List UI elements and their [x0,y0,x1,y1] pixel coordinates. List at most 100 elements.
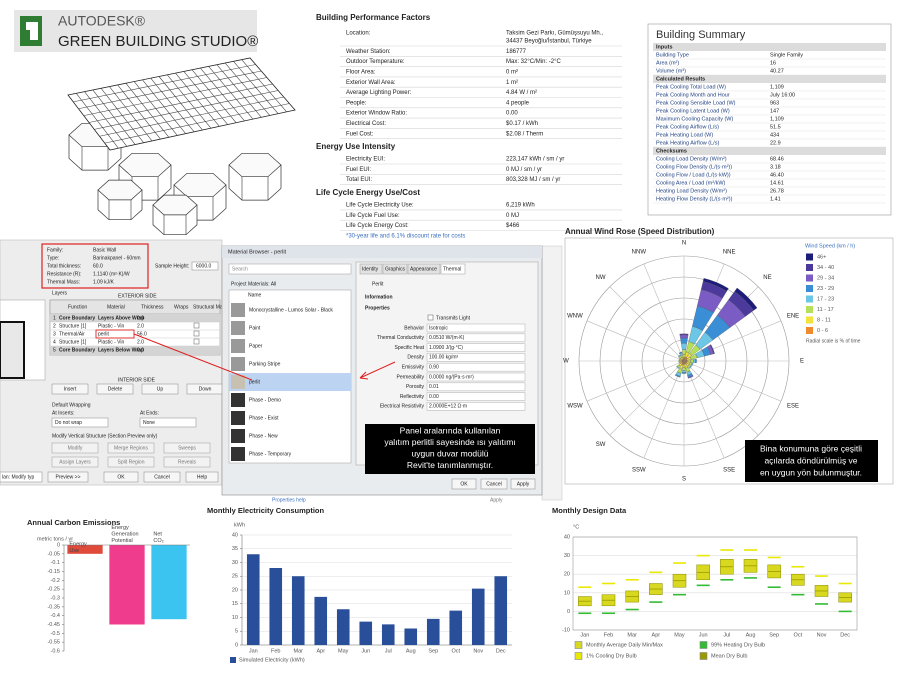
tab[interactable] [407,263,441,275]
x-tick-label: May [338,648,349,654]
logo-icon-mark [26,22,38,40]
x-tick-label: Jul [723,632,730,638]
prop-label: Specific Heat [395,345,425,351]
y-tick-label: 40 [232,532,238,538]
button[interactable] [107,442,155,454]
petal [734,287,758,311]
petal [686,359,691,363]
revit-preview-wall [0,321,25,379]
button[interactable] [143,471,181,483]
layer-cell: Plastic - Vin [98,339,125,345]
row-value: 223,147 kWh / sm / yr [506,157,564,163]
button[interactable] [107,456,155,468]
row-value: 4 people [506,100,530,106]
row-value: Max: 32°C/Min: -2°C [506,59,561,65]
summary-label: Volume (m³) [656,68,686,74]
tab[interactable] [382,263,408,275]
material-name: Paper [249,343,263,349]
row-label: Electricity EUI: [346,157,385,163]
prop-label: Density [407,355,424,361]
button[interactable] [451,478,477,490]
direction-label: ESE [787,404,799,410]
tab[interactable] [359,263,383,275]
layer-cell: 1 [53,315,56,321]
row-label: Floor Area: [346,69,376,75]
arrow [359,361,396,380]
legend-swatch [230,657,236,663]
prop-value: 60.0 [93,263,103,269]
summary-heading: Checksums [656,148,687,154]
button[interactable] [47,471,89,483]
row-value: $2.08 / Therm [506,131,543,137]
direction-label: ENE [787,313,799,319]
legend-label: 34 - 40 [817,265,834,271]
button[interactable] [141,383,179,395]
button-label: OK [460,481,468,487]
material-thumb [231,357,245,371]
direction-label: WSW [567,404,583,410]
direction-label: SSE [723,468,735,474]
direction-label: E [800,359,804,365]
button[interactable] [103,471,139,483]
label: Do not wrap [55,420,82,426]
button[interactable] [51,383,89,395]
summary-label: Maximum Cooling Capacity (W) [656,116,733,122]
material-name: Monocrystalline - Lumos Solar - Black [249,307,333,313]
bar [246,554,260,645]
row-label: Fuel Cost: [346,131,374,137]
row-value: 4.84 W / m² [506,90,537,96]
legend-swatch [806,285,813,292]
legend-label: 1% Cooling Dry Bulb [586,653,637,659]
bar [404,628,418,645]
x-tick-label: Jul [385,648,392,654]
note: *30-year life and 6.1% discount rate for… [346,233,465,239]
button[interactable] [163,456,211,468]
legend-label: 17 - 23 [817,296,834,302]
button[interactable] [185,471,219,483]
legend-swatch [806,316,813,324]
summary-label: Peak Cooling Total Load (W) [656,84,726,90]
button[interactable] [51,456,99,468]
prop-label: Emissivity [402,365,425,371]
prop-label: Type: [47,255,59,261]
y-tick-label: -0.35 [47,604,60,610]
legend-swatch [699,652,708,660]
properties-behind [541,245,563,501]
column-header: Wraps [174,304,189,310]
summary-value: 434 [770,132,779,138]
y-tick-label: 10 [564,590,570,596]
bar [151,545,187,620]
petal [678,351,683,355]
material-name: Phase - Demo [249,397,281,403]
tab-label: Thermal [443,266,461,272]
prop-value: 2.0000E+12 Ω·m [429,404,467,410]
petal [688,365,692,369]
y-tick-label: -0.45 [47,622,60,628]
button-label: Split Region [118,459,145,465]
legend-swatch [806,274,813,282]
legend-label: 8 - 11 [817,317,831,323]
chart-title: Annual Wind Rose (Speed Distribution) [565,227,715,236]
y-tick-label: -0.3 [51,595,60,601]
panel-grid [94,90,279,130]
label: None [143,420,155,426]
prop-field [426,353,526,362]
panel-grid [99,96,284,137]
button[interactable] [51,442,99,454]
y-tick-label: 20 [232,587,238,593]
row-label: Outdoor Temperature: [346,59,405,65]
layer-cell: 4 [53,339,56,345]
tab-label: Graphics [385,266,406,272]
tab[interactable] [440,263,466,275]
label: Layers [52,290,68,296]
bar [426,618,440,645]
select [0,471,43,483]
core-row [50,314,220,322]
button[interactable] [510,478,536,490]
button[interactable] [163,442,211,454]
button[interactable] [96,383,134,395]
button[interactable] [480,478,508,490]
layer-cell: 2.0 [137,323,144,329]
bar [381,624,395,645]
